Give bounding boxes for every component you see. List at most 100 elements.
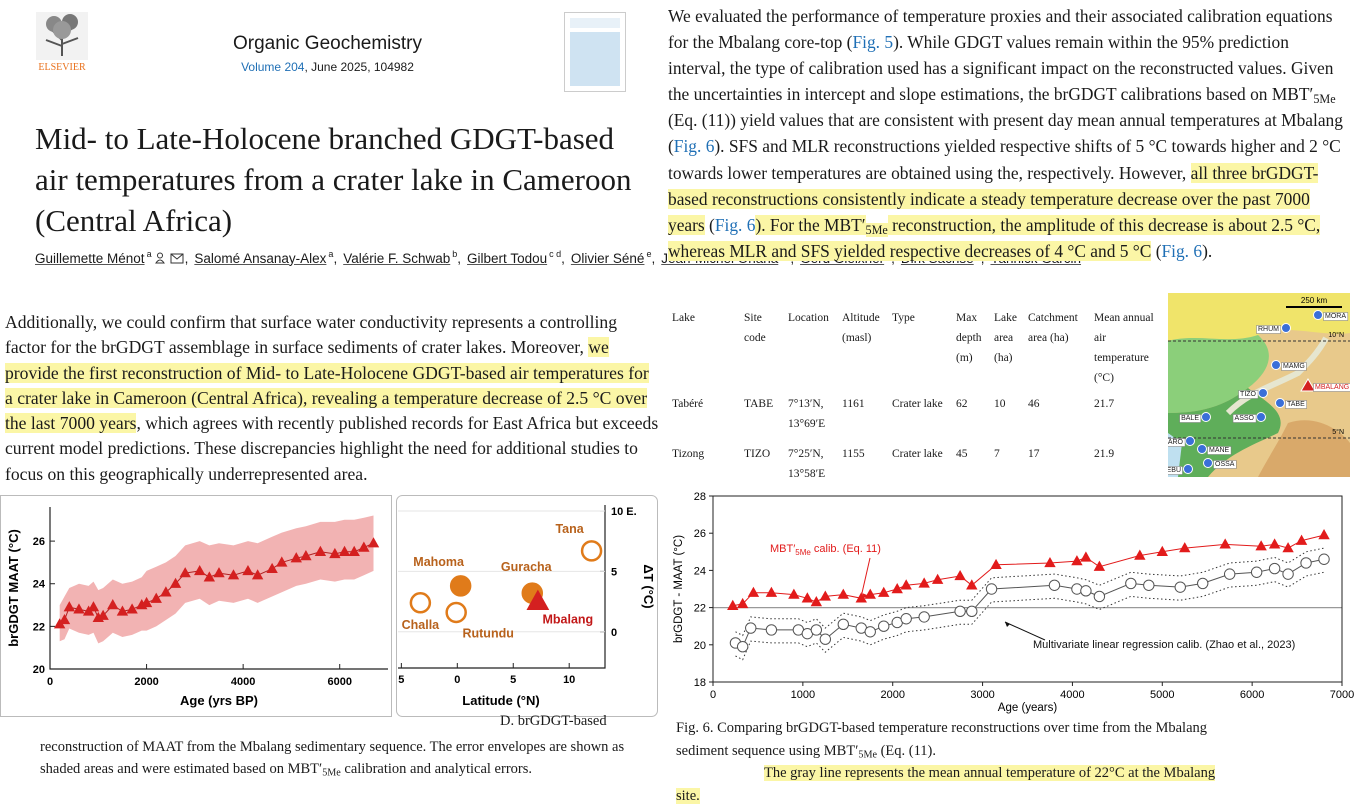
volume-link[interactable]: Volume 204 bbox=[241, 60, 305, 74]
latitude-label: 5°N bbox=[1332, 428, 1344, 436]
text-run: Fig. 6. Comparing brGDGT-based temperatu… bbox=[676, 720, 1207, 759]
table-cell: Tizong bbox=[672, 448, 705, 460]
data-point bbox=[300, 550, 312, 561]
affiliation: e bbox=[646, 249, 652, 259]
latitude-chart: 0 5 10 E. 5 0 5 10 Challa Mahoma Rutundu Guracha Mb… bbox=[396, 495, 658, 717]
table-cell: 7°25′N, 13°58′E bbox=[788, 448, 826, 480]
separator: , bbox=[457, 250, 462, 266]
figure-link[interactable]: Fig. 5 bbox=[852, 32, 894, 53]
left-caption: reconstruction of MAAT from the Mbalang … bbox=[40, 736, 630, 780]
table-cell: 10 bbox=[994, 398, 1006, 410]
y2-tick-label: 10 E. bbox=[611, 506, 637, 518]
publisher-name: ELSEVIER bbox=[38, 62, 86, 73]
table-cell: TIZO bbox=[744, 448, 771, 460]
separator: , bbox=[561, 250, 565, 266]
data-point bbox=[1300, 557, 1312, 569]
data-point bbox=[1156, 545, 1168, 556]
data-point bbox=[736, 640, 749, 653]
x-tick-label: 1000 bbox=[791, 689, 815, 701]
publisher-logo: ELSEVIER bbox=[36, 12, 88, 73]
x-axis-title: Age (years) bbox=[998, 702, 1058, 714]
data-point bbox=[819, 590, 832, 601]
figure-link[interactable]: Fig. 6 bbox=[714, 214, 756, 235]
person-icon bbox=[154, 259, 165, 263]
author-name[interactable]: Salomé Ansanay-Alex bbox=[194, 250, 327, 266]
table-cell: 1161 bbox=[842, 398, 865, 410]
logo-foliage bbox=[53, 21, 71, 39]
label-box bbox=[1207, 446, 1232, 455]
site-label: MORA bbox=[1325, 313, 1346, 320]
separator: , bbox=[333, 250, 338, 266]
site-marker bbox=[1185, 436, 1195, 446]
x-tick-label: 0 bbox=[454, 674, 460, 686]
label-box bbox=[1168, 466, 1183, 475]
journal-cover bbox=[564, 12, 626, 92]
author: Guillemette Ménot a bbox=[35, 249, 185, 266]
site-marker bbox=[1203, 458, 1213, 468]
data-point bbox=[954, 605, 966, 618]
panel-frame bbox=[396, 495, 658, 717]
data-point bbox=[193, 564, 206, 576]
site-marker bbox=[1281, 323, 1291, 333]
data-point bbox=[745, 622, 757, 634]
data-point bbox=[1250, 566, 1263, 578]
mail-icon bbox=[170, 253, 184, 263]
table-cell: 46 bbox=[1028, 398, 1040, 410]
data-point bbox=[97, 609, 109, 620]
table-cell: Crater lake bbox=[892, 398, 943, 410]
site-marker bbox=[1197, 444, 1207, 454]
y-tick-label: 20 bbox=[694, 640, 706, 652]
figure-link[interactable]: Fig. 6 bbox=[1161, 240, 1203, 261]
data-point bbox=[931, 573, 944, 584]
data-point bbox=[213, 567, 225, 578]
table-cell: 17 bbox=[1028, 448, 1040, 460]
data-point bbox=[765, 624, 778, 636]
series-label: Multivariate linear regression calib. (Z… bbox=[1033, 639, 1295, 651]
table-cell: 21.7 bbox=[1094, 398, 1115, 410]
author-name[interactable]: Valérie F. Schwab bbox=[343, 250, 451, 266]
highlighted-text: The gray line represents the mean annual… bbox=[676, 765, 1216, 804]
label-part: MBT′ bbox=[770, 543, 795, 555]
maat-chart: 20 22 24 26 0 2000 4000 6000 Age (yrs BP) brGDGT … bbox=[0, 495, 392, 717]
data-point bbox=[116, 605, 129, 616]
site-marker bbox=[1256, 412, 1266, 422]
site-marker bbox=[1313, 310, 1323, 320]
map-region bbox=[1168, 335, 1269, 413]
subscript: 5Me bbox=[858, 749, 877, 761]
data-point bbox=[150, 592, 162, 603]
column-header: Lake area (ha) bbox=[994, 312, 1017, 364]
label-box bbox=[1213, 460, 1237, 469]
author-name[interactable]: Gilbert Todou bbox=[467, 250, 548, 266]
temperature-chart: 18 20 22 24 26 28 0 1000 2000 3000 4000 5000 6000 700… bbox=[673, 491, 1354, 714]
label-box bbox=[1238, 390, 1259, 399]
y-axis-title: brGDGT - MAAT (°C) bbox=[673, 535, 685, 643]
label-box bbox=[1285, 400, 1307, 409]
article-title: Mid- to Late-Holocene branched GDGT-base… bbox=[35, 121, 632, 238]
separator: , bbox=[184, 250, 189, 266]
data-point bbox=[1174, 581, 1186, 593]
site-label: BALE bbox=[1181, 415, 1199, 422]
author-name[interactable]: Guillemette Ménot bbox=[35, 250, 145, 266]
x-tick-label: 6000 bbox=[327, 676, 351, 688]
data-point bbox=[203, 571, 216, 582]
text-run: (Eq. (11)) yield values that are consist… bbox=[668, 110, 1343, 157]
column-header: Site code bbox=[744, 312, 766, 344]
figure-link[interactable]: Fig. 6 bbox=[673, 136, 715, 157]
data-point bbox=[864, 588, 876, 599]
y-tick-label: 24 bbox=[33, 579, 46, 591]
text-run: ). While GDGT values remain within the 9… bbox=[668, 32, 1334, 105]
arrow-head bbox=[862, 593, 867, 598]
error-envelope bbox=[59, 515, 374, 644]
arrow-head bbox=[1005, 622, 1010, 627]
y-tick-label: 22 bbox=[33, 621, 45, 633]
label-arrow bbox=[861, 557, 871, 594]
data-point bbox=[788, 588, 800, 599]
table-cell: Crater lake bbox=[892, 448, 943, 460]
plot-frame bbox=[712, 495, 1343, 683]
author-name[interactable]: Olivier Séné bbox=[570, 250, 645, 266]
issue-info: , June 2025, 104982 bbox=[304, 60, 414, 74]
column-header: Lake bbox=[672, 312, 695, 324]
x-tick-label: 7000 bbox=[1330, 689, 1354, 701]
site-label: TABE bbox=[1287, 401, 1305, 408]
